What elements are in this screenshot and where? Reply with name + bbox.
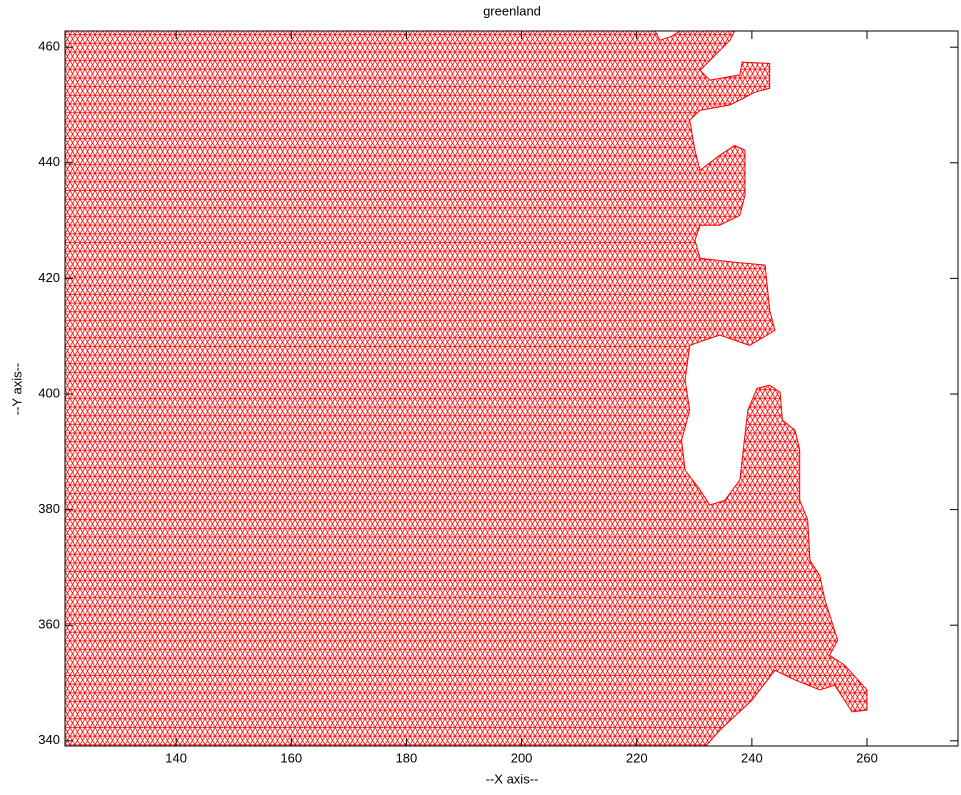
- x-tick-label: 180: [396, 750, 418, 765]
- chart-title: greenland: [483, 3, 541, 18]
- x-tick-label: 200: [511, 750, 533, 765]
- x-tick-label: 240: [741, 750, 763, 765]
- y-tick-label: 440: [38, 154, 60, 169]
- chart: greenland --X axis-- --Y axis-- 140 160 18…: [0, 0, 961, 790]
- y-tick-label: 460: [38, 39, 60, 54]
- x-tick-label: 260: [856, 750, 878, 765]
- x-axis-label: --X axis--: [486, 771, 539, 786]
- x-tick-label: 220: [626, 750, 648, 765]
- y-tick-label: 360: [38, 617, 60, 632]
- x-tick-label: 140: [165, 750, 187, 765]
- x-tick-label: 160: [280, 750, 302, 765]
- y-tick-label: 420: [38, 270, 60, 285]
- y-tick-label: 400: [38, 385, 60, 400]
- y-tick-label: 340: [38, 732, 60, 747]
- y-tick-label: 380: [38, 501, 60, 516]
- y-axis-label: --Y axis--: [9, 363, 24, 415]
